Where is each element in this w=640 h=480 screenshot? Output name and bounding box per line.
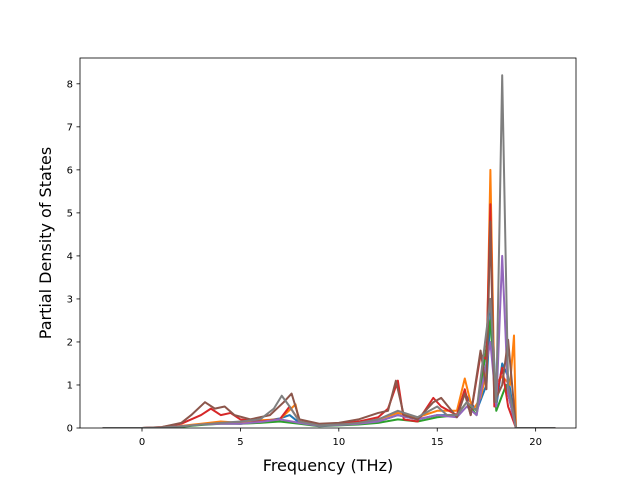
x-axis-ticks: 0 5 10 15 20 xyxy=(139,428,542,448)
y-axis-label: Partial Density of States xyxy=(36,147,55,339)
series-line-7 xyxy=(102,74,556,428)
y-tick-label: 6 xyxy=(67,165,73,176)
y-tick-label: 3 xyxy=(67,294,73,305)
x-tick-label: 5 xyxy=(237,437,243,448)
y-tick-label: 5 xyxy=(67,208,73,219)
y-axis-ticks: 0 1 2 3 4 5 6 7 8 xyxy=(67,79,80,435)
x-tick-label: 10 xyxy=(332,437,345,448)
x-tick-label: 0 xyxy=(139,437,145,448)
series-line-6 xyxy=(102,220,556,428)
y-tick-label: 7 xyxy=(67,122,73,133)
x-axis-label: Frequency (THz) xyxy=(263,456,393,475)
plot-frame xyxy=(79,57,577,429)
x-tick-label: 15 xyxy=(431,437,444,448)
y-tick-label: 8 xyxy=(67,79,73,90)
y-tick-label: 1 xyxy=(67,380,73,391)
series-layer xyxy=(102,74,556,428)
y-tick-label: 2 xyxy=(67,337,73,348)
y-tick-label: 0 xyxy=(67,424,73,435)
y-tick-label: 4 xyxy=(67,251,73,262)
x-tick-label: 20 xyxy=(529,437,542,448)
